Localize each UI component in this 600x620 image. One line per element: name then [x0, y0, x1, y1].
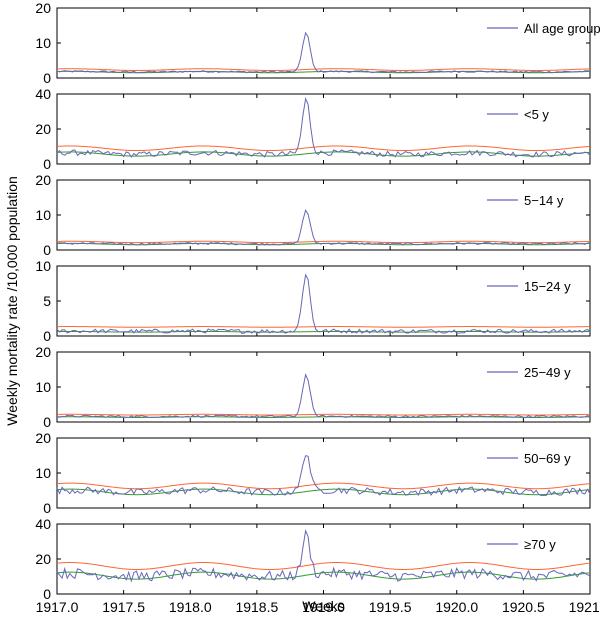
observed-mortality-line: [56, 273, 591, 334]
observed-mortality-line: [56, 96, 591, 158]
legend-label: 5−14 y: [524, 193, 564, 208]
panel-frame: [56, 7, 591, 79]
y-tick-label: 0: [43, 70, 51, 86]
y-tick-label: 0: [43, 586, 51, 602]
legend-label: 15−24 y: [524, 279, 571, 294]
legend-label: 50−69 y: [524, 451, 571, 466]
y-tick-label: 20: [35, 551, 51, 567]
upper-threshold-line: [56, 145, 591, 152]
y-tick-label: 40: [35, 516, 51, 532]
x-tick-label: 1921.0: [569, 599, 600, 615]
legend-label: ≥70 y: [524, 537, 556, 552]
y-tick-label: 0: [43, 328, 51, 344]
observed-mortality-line: [56, 373, 591, 419]
panel-frame: [56, 351, 591, 423]
y-tick-label: 10: [35, 207, 51, 223]
y-tick-label: 20: [35, 430, 51, 446]
y-tick-label: 0: [43, 242, 51, 258]
observed-mortality-line: [56, 209, 591, 246]
y-tick-label: 20: [35, 344, 51, 360]
y-tick-label: 0: [43, 156, 51, 172]
x-tick-label: 1917.5: [102, 599, 145, 615]
legend-label: <5 y: [524, 107, 549, 122]
x-axis-label: Weeks: [302, 598, 345, 614]
y-tick-label: 20: [35, 172, 51, 188]
seasonal-baseline-line: [56, 571, 591, 580]
x-tick-label: 1919.0: [302, 599, 345, 615]
y-tick-label: 20: [35, 121, 51, 137]
observed-mortality-line: [56, 31, 591, 74]
y-tick-label: 10: [35, 258, 51, 274]
y-tick-label: 10: [35, 35, 51, 51]
upper-threshold-line: [56, 326, 591, 328]
y-tick-label: 0: [43, 500, 51, 516]
x-tick-label: 1917.0: [36, 599, 79, 615]
x-tick-label: 1918.5: [235, 599, 278, 615]
seasonal-baseline-line: [56, 416, 591, 418]
y-tick-label: 40: [35, 86, 51, 102]
x-tick-label: 1920.5: [502, 599, 545, 615]
x-tick-label: 1920.0: [435, 599, 478, 615]
y-tick-label: 10: [35, 465, 51, 481]
y-tick-label: 0: [43, 414, 51, 430]
y-tick-label: 5: [43, 293, 51, 309]
upper-threshold-line: [56, 482, 591, 490]
panel-frame: [56, 179, 591, 251]
upper-threshold-line: [56, 240, 591, 244]
y-tick-label: 20: [35, 0, 51, 16]
seasonal-baseline-line: [56, 330, 591, 333]
panel-frame: [56, 437, 591, 509]
panel-frame: [56, 523, 591, 595]
seasonal-baseline-line: [56, 70, 591, 74]
legend-label: 25−49 y: [524, 365, 571, 380]
y-axis-label: Weekly mortality rate /10,000 population: [4, 176, 20, 426]
panel-frame: [56, 265, 591, 337]
x-tick-label: 1918.0: [169, 599, 212, 615]
panel-frame: [56, 93, 591, 165]
upper-threshold-line: [56, 562, 591, 570]
x-tick-label: 1919.5: [369, 599, 412, 615]
observed-mortality-line: [56, 529, 591, 583]
legend-label: All age groups: [524, 21, 600, 36]
upper-threshold-line: [56, 68, 591, 71]
observed-mortality-line: [56, 455, 591, 497]
upper-threshold-line: [56, 413, 591, 416]
y-tick-label: 10: [35, 379, 51, 395]
